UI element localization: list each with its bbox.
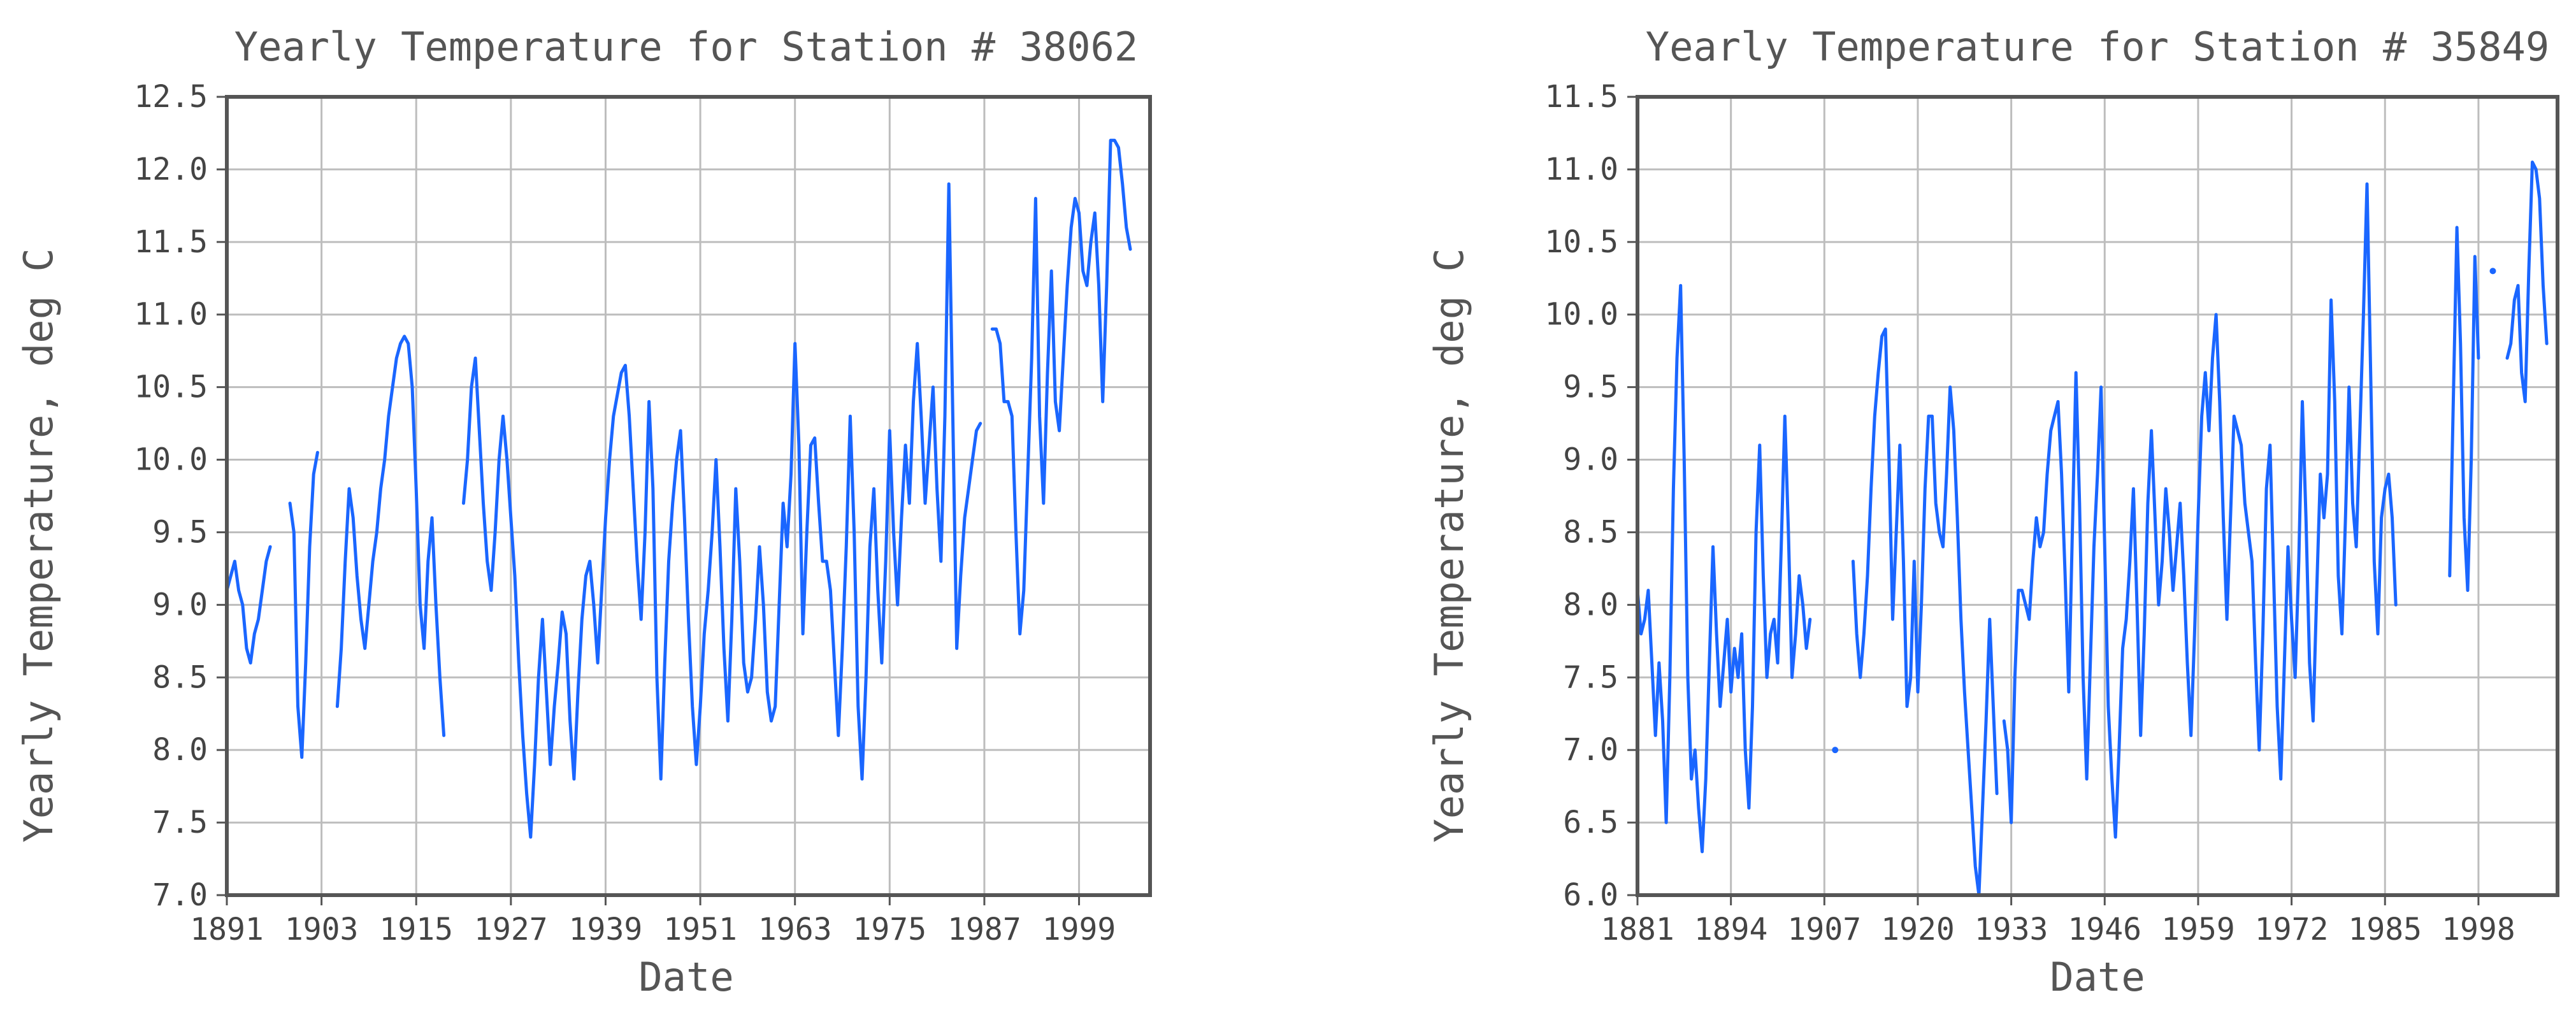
x-tick-label: 1972 <box>2255 912 2329 947</box>
y-tick-label: 8.5 <box>1563 514 1618 550</box>
x-tick-label: 1881 <box>1601 912 1674 947</box>
x-tick-label: 1920 <box>1881 912 1955 947</box>
x-tick-label: 1946 <box>2068 912 2141 947</box>
series-temperature <box>225 138 1132 839</box>
y-tick-label: 8.0 <box>1563 587 1618 622</box>
x-tick-label: 1963 <box>758 912 832 947</box>
x-tick-label: 1939 <box>569 912 643 947</box>
chart-station-38062: Yearly Temperature for Station # 38062 D… <box>15 24 1152 1000</box>
x-tick-label: 1998 <box>2442 912 2515 947</box>
x-tick-label: 1915 <box>379 912 453 947</box>
x-tick-label: 1927 <box>474 912 548 947</box>
series-line-segment <box>462 182 982 839</box>
y-tick-label: 11.5 <box>1544 79 1618 115</box>
plot-frame <box>225 95 1152 897</box>
x-axis: 1891 1903 1915 1927 1939 1951 1963 1975 1987 1999 <box>190 895 1116 947</box>
x-tick-label: 1894 <box>1694 912 1768 947</box>
series-line-segment <box>990 138 1132 636</box>
series-point <box>2489 268 2496 275</box>
x-axis: 1881 1894 1907 1920 1933 1946 1959 1972 1985 1998 <box>1601 895 2515 947</box>
y-tick-label: 10.0 <box>134 442 208 478</box>
plot-frame <box>1636 95 2559 897</box>
x-tick-label: 1999 <box>1042 912 1116 947</box>
x-tick-label: 1933 <box>1975 912 2048 947</box>
y-tick-label: 12.5 <box>134 79 208 115</box>
y-tick-label: 8.5 <box>152 659 208 695</box>
series-line-segment <box>1851 327 1999 897</box>
y-axis-label: Yearly Temperature, deg C <box>15 248 62 842</box>
y-tick-label: 9.5 <box>152 514 208 550</box>
series-line-segment <box>1636 284 1812 854</box>
chart-title: Yearly Temperature for Station # 38062 <box>234 24 1138 70</box>
y-tick-label: 7.0 <box>1563 732 1618 768</box>
x-axis-label: Date <box>638 954 733 1000</box>
series-line-segment <box>335 334 446 737</box>
series-line-segment <box>2002 182 2398 839</box>
chart-title: Yearly Temperature for Station # 35849 <box>1646 24 2549 70</box>
series-temperature <box>1636 161 2549 897</box>
y-axis: 6.0 6.5 7.0 7.5 8.0 8.5 9.0 9.5 10.0 10.5 11.0 11.5 <box>1544 79 1637 913</box>
grid <box>227 97 1150 895</box>
series-line-segment <box>225 545 272 665</box>
y-tick-label: 9.5 <box>1563 370 1618 405</box>
y-axis-label: Yearly Temperature, deg C <box>1426 248 1472 842</box>
y-tick-label: 10.5 <box>134 370 208 405</box>
x-tick-label: 1907 <box>1788 912 1862 947</box>
y-tick-label: 6.5 <box>1563 805 1618 840</box>
y-tick-label: 11.5 <box>134 224 208 260</box>
x-tick-label: 1891 <box>190 912 264 947</box>
x-tick-label: 1985 <box>2348 912 2422 947</box>
y-tick-label: 11.0 <box>134 297 208 333</box>
y-tick-label: 7.0 <box>152 877 208 913</box>
x-tick-label: 1975 <box>853 912 927 947</box>
y-axis: 7.0 7.5 8.0 8.5 9.0 9.5 10.0 10.5 11.0 11.5 12.0 12… <box>134 79 227 913</box>
x-tick-label: 1959 <box>2161 912 2235 947</box>
x-tick-label: 1951 <box>663 912 737 947</box>
x-tick-label: 1987 <box>947 912 1021 947</box>
chart-station-35849: Yearly Temperature for Station # 35849 D… <box>1426 24 2559 1000</box>
y-tick-label: 7.5 <box>1563 659 1618 695</box>
y-tick-label: 9.0 <box>152 587 208 622</box>
y-tick-label: 10.0 <box>1544 297 1618 333</box>
series-point <box>1832 747 1839 754</box>
y-tick-label: 10.5 <box>1544 224 1618 260</box>
x-tick-label: 1903 <box>285 912 359 947</box>
y-tick-label: 8.0 <box>152 732 208 768</box>
y-tick-label: 9.0 <box>1563 442 1618 478</box>
series-line-segment <box>2505 161 2549 403</box>
x-axis-label: Date <box>2050 954 2145 1000</box>
series-line-segment <box>288 450 319 759</box>
series-line-segment <box>2448 226 2480 593</box>
y-tick-label: 12.0 <box>134 152 208 187</box>
y-tick-label: 6.0 <box>1563 877 1618 913</box>
y-tick-label: 11.0 <box>1544 152 1618 187</box>
y-tick-label: 7.5 <box>152 805 208 840</box>
